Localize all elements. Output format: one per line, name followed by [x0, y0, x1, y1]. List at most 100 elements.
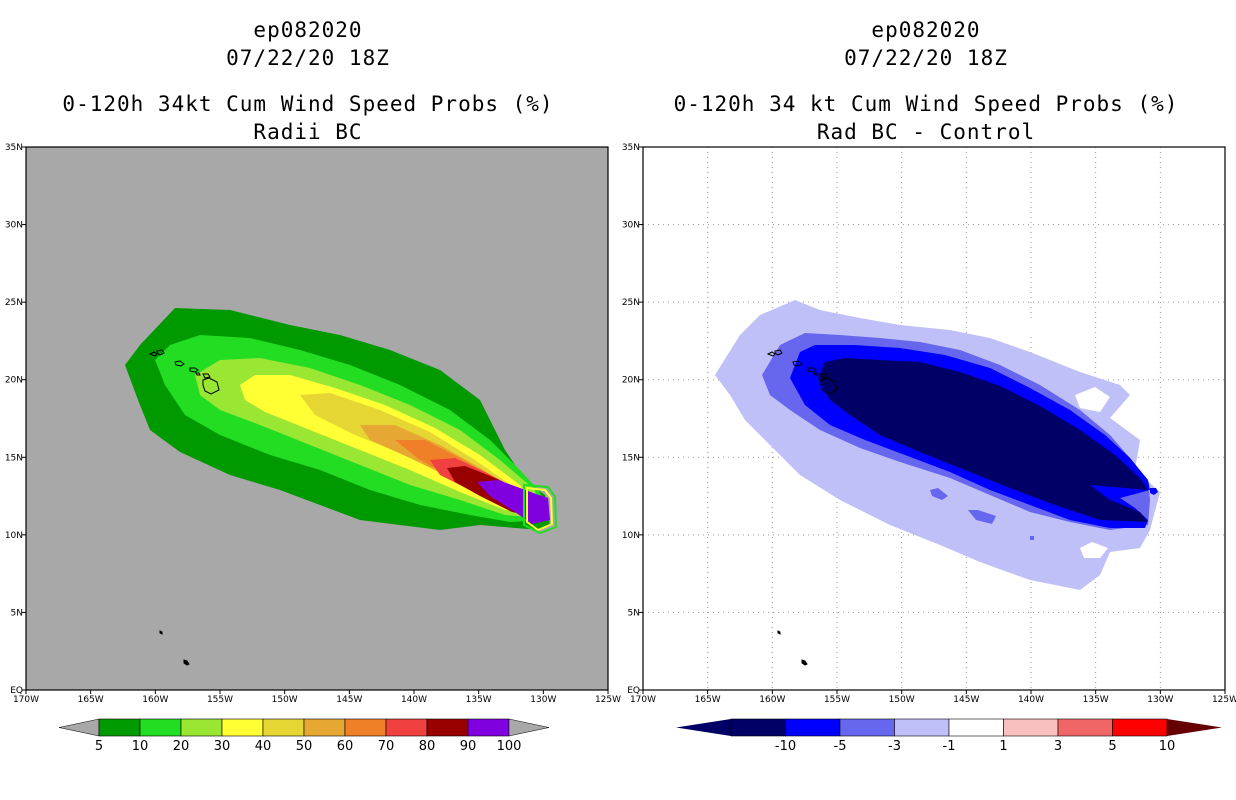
lon-label: 125W	[1212, 695, 1236, 705]
colorbar-label: -10	[775, 739, 796, 754]
lon-label: 165W	[695, 695, 721, 705]
lat-label: 35N	[5, 143, 23, 153]
colorbar-swatch	[839, 718, 895, 737]
contour-90pct	[477, 480, 550, 524]
right-axis-ticks: 170W 165W 160W 155W 150W 145W 140W 135W 130W 125W…	[622, 143, 1236, 705]
colorbar-swatch	[948, 718, 1004, 737]
lat-label: 10N	[5, 531, 23, 541]
colorbar-swatch	[426, 718, 469, 737]
lon-label: 165W	[78, 695, 104, 705]
lon-label: 145W	[336, 695, 362, 705]
colorbar-swatch	[1112, 718, 1168, 737]
colorbar-swatch	[1003, 718, 1059, 737]
colorbar-swatch	[98, 718, 141, 737]
lon-label: 125W	[595, 695, 621, 705]
lon-label: 155W	[207, 695, 233, 705]
right-subtitle: Rad BC - Control	[816, 120, 1036, 144]
diff-spot-3	[968, 510, 996, 524]
lat-label: 35N	[622, 143, 640, 153]
lon-label: 150W	[272, 695, 298, 705]
colorbar-label: 100	[497, 739, 522, 754]
colorbar-label: 5	[95, 739, 103, 754]
lon-label: 140W	[1018, 695, 1044, 705]
colorbar-swatch	[344, 718, 387, 737]
lat-label: 5N	[11, 608, 23, 618]
left-map-frame	[25, 146, 609, 691]
colorbar-label: 30	[214, 739, 231, 754]
lon-label: 170W	[630, 695, 656, 705]
lat-label: 25N	[5, 298, 23, 308]
colorbar-swatch	[303, 718, 346, 737]
lat-label: EQ	[10, 686, 23, 696]
left-axis-ticks: 170W 165W 160W 155W 150W 145W 140W 135W 130W 125W…	[5, 143, 621, 705]
right-atoll-1	[777, 630, 781, 635]
colorbar-label: 3	[1054, 739, 1062, 754]
colorbar-left-arrow	[676, 719, 731, 736]
lon-label: 135W	[466, 695, 492, 705]
lon-label: 145W	[953, 695, 979, 705]
colorbar-label: 90	[460, 739, 477, 754]
right-storm-id: ep082020	[871, 18, 981, 42]
colorbar-label: 80	[419, 739, 436, 754]
left-colorbar: 5 10 20 30 40 50 60 70 80 90 100	[58, 718, 550, 754]
colorbar-label: 1	[999, 739, 1007, 754]
lat-label: EQ	[627, 686, 640, 696]
left-storm-id: ep082020	[253, 18, 363, 42]
left-map-panel: 170W 165W 160W 155W 150W 145W 140W 135W 130W 125W…	[5, 143, 621, 705]
colorbar-label: 60	[337, 739, 354, 754]
diff-hole-3	[1018, 317, 1048, 335]
diff-hole-1	[1075, 387, 1110, 412]
lat-label: 5N	[628, 608, 640, 618]
lon-label: 130W	[1147, 695, 1173, 705]
colorbar-right-arrow	[508, 718, 550, 737]
colorbar-label: -5	[834, 739, 847, 754]
left-atoll-2	[183, 659, 190, 666]
colorbar-label: 10	[132, 739, 149, 754]
right-product-title: 0-120h 34 kt Cum Wind Speed Probs (%)	[673, 92, 1179, 116]
colorbar-label: -3	[888, 739, 901, 754]
edge-outline-green	[523, 483, 558, 535]
lon-label: 130W	[530, 695, 556, 705]
diff-spot-1	[1150, 488, 1158, 495]
lon-label: 140W	[401, 695, 427, 705]
left-probability-contours	[125, 308, 558, 535]
right-map-frame	[642, 146, 1226, 691]
colorbar-swatch	[785, 718, 841, 737]
colorbar-label: 40	[255, 739, 272, 754]
right-islands	[766, 349, 838, 666]
colorbar-left-arrow	[58, 718, 100, 737]
colorbar-label: 20	[173, 739, 190, 754]
lat-label: 30N	[622, 221, 640, 231]
right-atoll-2	[801, 659, 808, 666]
colorbar-swatch	[1057, 718, 1113, 737]
lon-label: 150W	[889, 695, 915, 705]
edge-outline-yellow	[526, 486, 554, 532]
colorbar-right-arrow	[1167, 719, 1222, 736]
lon-label: 170W	[13, 695, 39, 705]
colorbar-swatch	[894, 718, 950, 737]
right-colorbar: -10 -5 -3 -1 1 3 5 10	[676, 718, 1222, 754]
colorbar-swatch	[730, 718, 786, 737]
lon-label: 135W	[1083, 695, 1109, 705]
left-islands	[148, 349, 220, 666]
colorbar-label: 5	[1108, 739, 1116, 754]
colorbar-swatch	[221, 718, 264, 737]
right-datetime: 07/22/20 18Z	[844, 46, 1008, 70]
diff-minus10	[818, 358, 1148, 522]
lat-label: 25N	[622, 298, 640, 308]
lon-label: 155W	[824, 695, 850, 705]
colorbar-label: 50	[296, 739, 313, 754]
colorbar-label: 10	[1159, 739, 1176, 754]
diff-spot-4	[1030, 536, 1034, 540]
lat-label: 15N	[5, 453, 23, 463]
left-atoll-1	[159, 630, 163, 635]
lat-label: 10N	[622, 531, 640, 541]
right-difference-contours	[715, 300, 1160, 590]
colorbar-swatch	[467, 718, 510, 737]
colorbar-swatch	[139, 718, 182, 737]
lat-label: 30N	[5, 221, 23, 231]
left-product-title: 0-120h 34kt Cum Wind Speed Probs (%)	[62, 92, 554, 116]
colorbar-swatch	[180, 718, 223, 737]
left-datetime: 07/22/20 18Z	[226, 46, 390, 70]
